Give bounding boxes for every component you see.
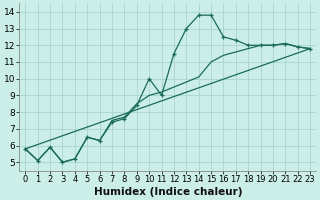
X-axis label: Humidex (Indice chaleur): Humidex (Indice chaleur) xyxy=(93,187,242,197)
